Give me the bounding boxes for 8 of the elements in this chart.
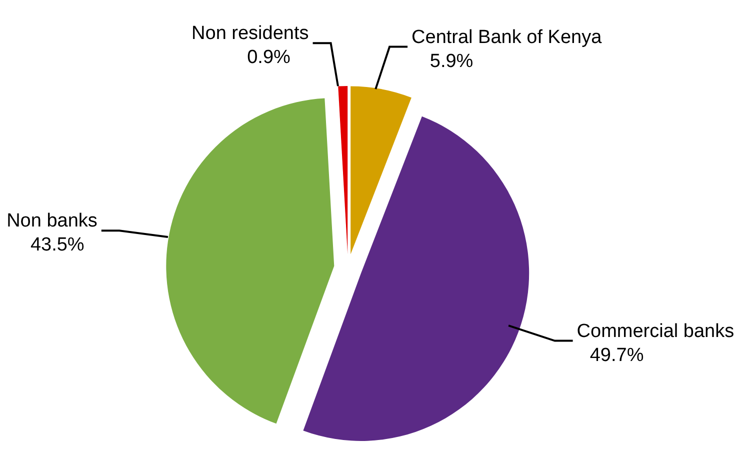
data-label: 49.7% [590, 344, 644, 366]
data-label: 43.5% [30, 234, 84, 256]
slice-label: Non residents [192, 23, 309, 44]
slice-label: Commercial banks [576, 320, 734, 342]
slice-label: Central Bank of Kenya [412, 26, 602, 48]
data-label: 5.9% [430, 50, 474, 72]
slice-label: Non banks [6, 210, 98, 232]
data-label: 0.9% [247, 47, 291, 68]
